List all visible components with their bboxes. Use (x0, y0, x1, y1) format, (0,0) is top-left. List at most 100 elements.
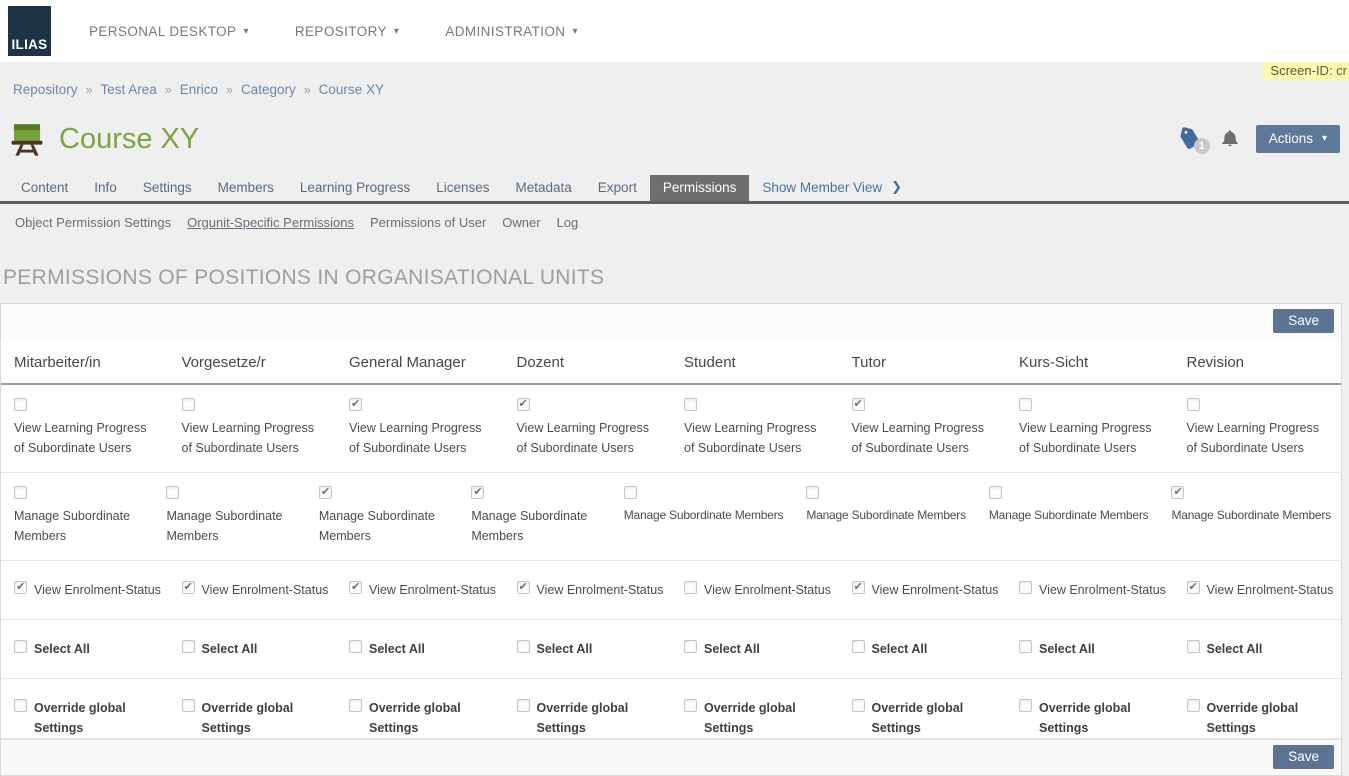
permission-label: View Learning Progress of Subordinate Us… (516, 421, 649, 455)
checkbox-override-global-settings-mitarbeiter-in[interactable] (14, 699, 27, 712)
checkbox-override-global-settings-revision[interactable] (1186, 699, 1200, 712)
permission-label: Override global Settings (34, 701, 126, 735)
permission-cell: Manage Subordinate Members (1, 473, 153, 560)
breadcrumb-item-enrico[interactable]: Enrico (179, 82, 218, 97)
show-member-view-label: Show Member View (762, 179, 883, 195)
checkbox-view-enrolment-status-vorgesetze-r[interactable] (181, 580, 195, 594)
checkbox-select-all-general-manager[interactable] (349, 640, 362, 653)
checkbox-view-enrolment-status-kurs-sicht[interactable] (1019, 581, 1032, 594)
menu-personal-desktop[interactable]: PERSONAL DESKTOP ▾ (89, 24, 249, 39)
permission-label: Override global Settings (704, 701, 796, 735)
column-header-dozent: Dozent (516, 354, 565, 371)
tab-settings[interactable]: Settings (142, 180, 192, 195)
permission-cell: View Learning Progress of Subordinate Us… (1006, 385, 1174, 472)
permission-cell: View Enrolment-Status (839, 561, 1007, 619)
menu-repository[interactable]: REPOSITORY ▾ (295, 24, 399, 39)
tab-members[interactable]: Members (217, 180, 274, 195)
checkbox-manage-subordinate-members-student[interactable] (623, 486, 637, 499)
tab-learning-progress[interactable]: Learning Progress (299, 180, 411, 195)
permission-cell: View Enrolment-Status (169, 561, 337, 619)
checkbox-manage-subordinate-members-revision[interactable] (1171, 485, 1185, 499)
permission-label: View Learning Progress of Subordinate Us… (851, 421, 984, 455)
checkbox-view-enrolment-status-revision[interactable] (1186, 580, 1200, 594)
checkbox-manage-subordinate-members-general-manager[interactable] (318, 485, 332, 499)
checkbox-view-learning-progress-of-subordinate-users-kurs-sicht[interactable] (1019, 398, 1032, 411)
checkbox-override-global-settings-general-manager[interactable] (349, 699, 362, 712)
tab-metadata[interactable]: Metadata (515, 180, 572, 195)
permission-label: Select All (369, 642, 425, 656)
subtab-owner[interactable]: Owner (502, 215, 541, 230)
tab-export[interactable]: Export (597, 180, 637, 195)
permission-cell: View Learning Progress of Subordinate Us… (671, 385, 839, 472)
checkbox-manage-subordinate-members-kurs-sicht[interactable] (988, 486, 1002, 499)
permission-label: Select All (1039, 642, 1095, 656)
checkbox-view-learning-progress-of-subordinate-users-vorgesetze-r[interactable] (181, 398, 195, 411)
notification-bell-icon[interactable] (1220, 128, 1240, 150)
permission-cell: View Learning Progress of Subordinate Us… (336, 385, 504, 472)
checkbox-override-global-settings-vorgesetze-r[interactable] (181, 699, 195, 712)
breadcrumb-item-course-xy[interactable]: Course XY (318, 82, 384, 97)
checkbox-select-all-vorgesetze-r[interactable] (181, 640, 195, 653)
checkbox-view-learning-progress-of-subordinate-users-dozent[interactable] (516, 397, 530, 411)
checkbox-manage-subordinate-members-mitarbeiter-in[interactable] (14, 486, 27, 499)
table-header-row: Mitarbeiter/in Vorgesetze/r General Manage… (1, 339, 1341, 385)
checkbox-view-enrolment-status-tutor[interactable] (851, 580, 865, 594)
breadcrumb-separator: » (225, 82, 233, 97)
breadcrumb-item-category[interactable]: Category (240, 82, 296, 97)
breadcrumb-item-repository[interactable]: Repository (13, 82, 78, 97)
checkbox-manage-subordinate-members-tutor[interactable] (806, 486, 820, 499)
column-header-student: Student (684, 354, 736, 371)
checkbox-view-learning-progress-of-subordinate-users-general-manager[interactable] (349, 397, 362, 411)
permission-label: Select All (704, 642, 760, 656)
subtab-orgunit-specific-permissions[interactable]: Orgunit-Specific Permissions (187, 215, 354, 230)
subtab-log[interactable]: Log (556, 215, 579, 230)
tab-content[interactable]: Content (21, 180, 69, 195)
ilias-logo[interactable]: ILIAS (8, 6, 51, 56)
checkbox-view-learning-progress-of-subordinate-users-tutor[interactable] (851, 397, 865, 411)
menu-label: PERSONAL DESKTOP (89, 23, 237, 39)
checkbox-manage-subordinate-members-dozent[interactable] (471, 485, 485, 499)
column-header-tutor: Tutor (851, 354, 886, 371)
permission-cell: Manage Subordinate Members (1158, 473, 1341, 560)
checkbox-select-all-mitarbeiter-in[interactable] (14, 640, 27, 653)
breadcrumb-item-test-area[interactable]: Test Area (100, 82, 157, 97)
checkbox-select-all-kurs-sicht[interactable] (1019, 640, 1032, 653)
save-button-top[interactable]: Save (1273, 309, 1334, 333)
checkbox-select-all-tutor[interactable] (851, 640, 865, 653)
checkbox-view-enrolment-status-general-manager[interactable] (349, 580, 362, 594)
subtab-permissions-of-user[interactable]: Permissions of User (369, 215, 487, 230)
permission-cell: View Enrolment-Status (504, 561, 672, 619)
checkbox-view-enrolment-status-student[interactable] (684, 581, 697, 594)
checkbox-override-global-settings-student[interactable] (684, 699, 697, 712)
checkbox-override-global-settings-kurs-sicht[interactable] (1019, 699, 1032, 712)
checkbox-select-all-revision[interactable] (1186, 640, 1200, 653)
checkbox-view-learning-progress-of-subordinate-users-mitarbeiter-in[interactable] (14, 398, 27, 411)
actions-button[interactable]: Actions ▾ (1255, 125, 1340, 153)
show-member-view-link[interactable]: Show Member View ❯ (762, 179, 902, 201)
checkbox-view-learning-progress-of-subordinate-users-student[interactable] (684, 398, 697, 411)
subtab-object-permission-settings[interactable]: Object Permission Settings (15, 215, 172, 230)
top-navbar: ILIAS PERSONAL DESKTOP ▾ REPOSITORY ▾ AD… (0, 0, 1349, 62)
checkbox-override-global-settings-tutor[interactable] (851, 699, 865, 712)
tab-licenses[interactable]: Licenses (436, 180, 490, 195)
column-header-revision: Revision (1186, 354, 1245, 371)
permission-label: View Learning Progress of Subordinate Us… (1186, 421, 1319, 455)
checkbox-view-learning-progress-of-subordinate-users-revision[interactable] (1186, 398, 1200, 411)
tab-info[interactable]: Info (94, 180, 117, 195)
checkbox-view-enrolment-status-mitarbeiter-in[interactable] (14, 580, 27, 594)
checkbox-view-enrolment-status-dozent[interactable] (516, 580, 530, 594)
permission-cell: Override global Settings (336, 679, 504, 738)
checkbox-manage-subordinate-members-vorgesetze-r[interactable] (166, 486, 180, 499)
permission-label: Override global Settings (201, 701, 294, 735)
permission-label: Manage Subordinate Members (471, 509, 588, 543)
checkbox-override-global-settings-dozent[interactable] (516, 699, 530, 712)
save-button-bottom[interactable]: Save (1273, 745, 1334, 769)
checkbox-select-all-student[interactable] (684, 640, 697, 653)
checkbox-select-all-dozent[interactable] (516, 640, 530, 653)
panel-toolbar: Save (1, 304, 1341, 339)
menu-administration[interactable]: ADMINISTRATION ▾ (445, 24, 578, 39)
breadcrumb-separator: » (164, 82, 172, 97)
tags-button[interactable]: 1 (1178, 127, 1210, 154)
tab-permissions[interactable]: Permissions (649, 175, 750, 201)
permission-label: Override global Settings (871, 701, 964, 735)
